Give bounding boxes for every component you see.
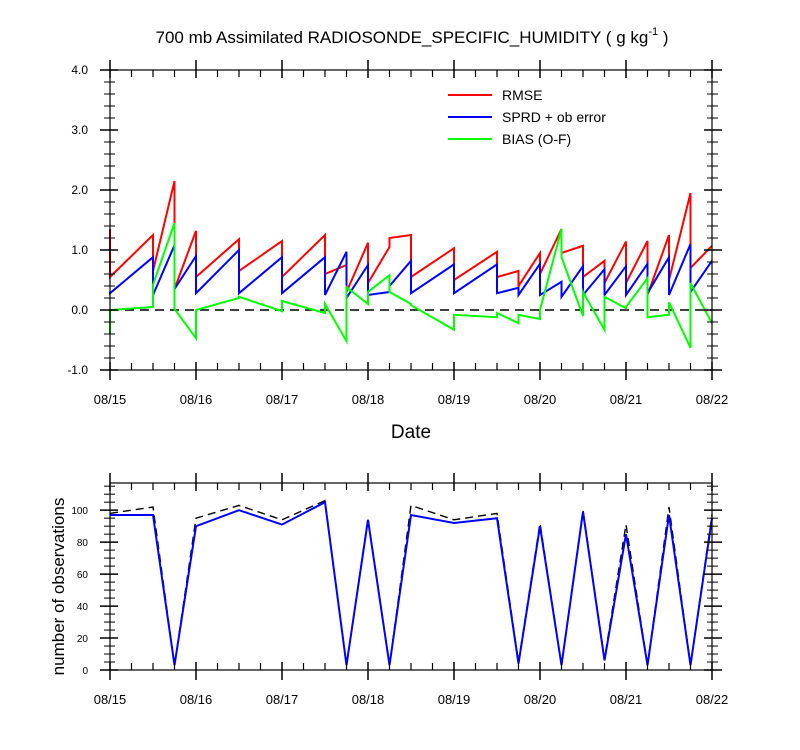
top-x-tick-label: 08/19 bbox=[438, 392, 471, 407]
bottom-x-tick-label: 08/18 bbox=[352, 692, 385, 707]
bottom-plot-area bbox=[109, 499, 713, 666]
bottom-x-tick-label: 08/22 bbox=[696, 692, 729, 707]
bottom-chart: 08/15 08/16 08/17 08/18 08/19 08/20 08/21 08/22… bbox=[49, 473, 728, 707]
top-x-tick-label: 08/18 bbox=[352, 392, 385, 407]
bottom-y-axis-label: number of observations bbox=[49, 498, 68, 676]
top-y-tick-label: 2.0 bbox=[71, 183, 88, 197]
bottom-y-tick-label: 0 bbox=[82, 666, 88, 677]
top-y-tick-label: 1.0 bbox=[71, 243, 88, 257]
bottom-y-tick-label: 20 bbox=[77, 634, 89, 645]
top-series-bias-o-f bbox=[109, 222, 713, 349]
bottom-x-tick-label: 08/20 bbox=[524, 692, 557, 707]
top-y-tick-label: 3.0 bbox=[71, 123, 88, 137]
chart-title: 700 mb Assimilated RADIOSONDE_SPECIFIC_H… bbox=[156, 26, 669, 47]
bottom-x-tick-label: 08/16 bbox=[180, 692, 213, 707]
bottom-x-tick-label: 08/19 bbox=[438, 692, 471, 707]
top-y-tick-label: 4.0 bbox=[71, 63, 88, 77]
top-x-tick-label: 08/20 bbox=[524, 392, 557, 407]
bottom-x-tick-label: 08/15 bbox=[94, 692, 127, 707]
bottom-y-tick-label: 60 bbox=[77, 570, 89, 581]
top-x-tick-label: 08/17 bbox=[266, 392, 299, 407]
title-unit-superscript: -1 bbox=[648, 26, 658, 38]
top-x-axis: 08/15 08/16 08/17 08/18 08/19 08/20 08/21 08/22 bbox=[94, 60, 729, 407]
legend-label-rmse: RMSE bbox=[502, 87, 542, 103]
bottom-series-obs-possible bbox=[109, 499, 713, 666]
top-x-tick-label: 08/15 bbox=[94, 392, 127, 407]
legend-label-sprd: SPRD + ob error bbox=[502, 109, 606, 125]
bottom-x-tick-label: 08/17 bbox=[266, 692, 299, 707]
bottom-plot-frame bbox=[109, 482, 713, 671]
top-x-axis-label: Date bbox=[391, 422, 431, 443]
top-x-tick-label: 08/21 bbox=[610, 392, 643, 407]
bottom-x-tick-label: 08/21 bbox=[610, 692, 643, 707]
bottom-y-tick-label: 40 bbox=[77, 602, 89, 613]
top-x-tick-label: 08/22 bbox=[696, 392, 729, 407]
top-plot-frame bbox=[109, 69, 713, 371]
top-x-tick-label: 08/16 bbox=[180, 392, 213, 407]
top-y-tick-label: 0.0 bbox=[71, 303, 88, 317]
bottom-x-axis: 08/15 08/16 08/17 08/18 08/19 08/20 08/21 08/22 bbox=[94, 473, 729, 707]
top-y-axis: -1.0 0.0 1.0 2.0 3.0 4.0 bbox=[67, 63, 722, 377]
bottom-y-axis: 0 20 40 60 80 100 bbox=[71, 485, 722, 677]
bottom-y-tick-label: 100 bbox=[71, 506, 88, 517]
top-plot-area bbox=[109, 180, 713, 349]
top-legend: RMSE SPRD + ob error BIAS (O-F) bbox=[448, 87, 606, 147]
legend-label-bias: BIAS (O-F) bbox=[502, 131, 571, 147]
top-chart: 08/15 08/16 08/17 08/18 08/19 08/20 08/21 08/22… bbox=[67, 60, 728, 443]
top-series-sprd-ob-error bbox=[109, 243, 713, 302]
bottom-y-tick-label: 80 bbox=[77, 538, 89, 549]
top-y-tick-label: -1.0 bbox=[67, 363, 88, 377]
bottom-series-obs-used bbox=[110, 500, 713, 666]
